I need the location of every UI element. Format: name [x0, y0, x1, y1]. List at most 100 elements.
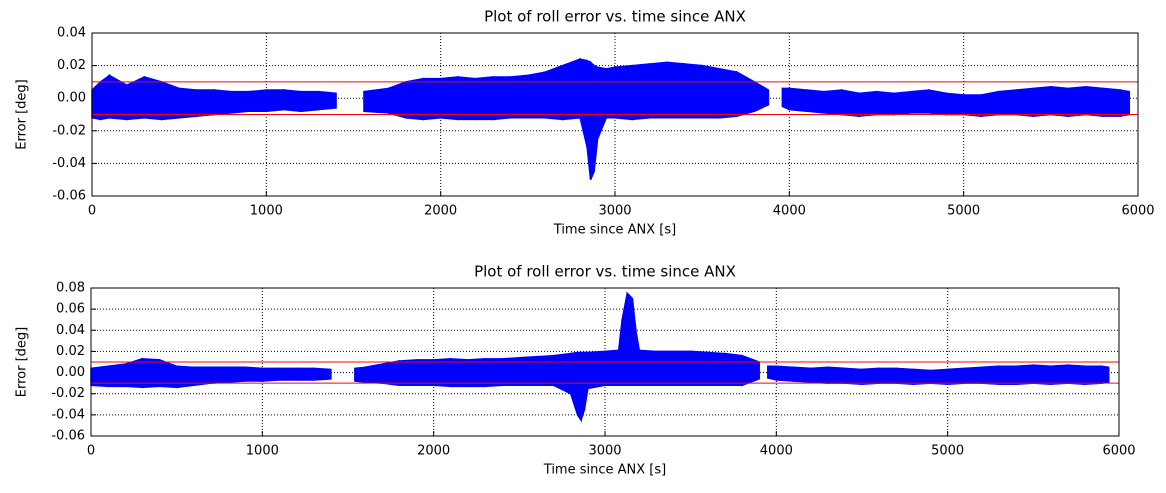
error-band	[432, 358, 452, 388]
error-band	[210, 366, 229, 384]
error-band	[701, 64, 721, 119]
error-band	[175, 365, 195, 389]
error-band	[312, 367, 332, 381]
error-band	[736, 70, 756, 118]
error-band	[981, 365, 1000, 385]
x-tick-label: 4000	[760, 444, 793, 459]
error-band	[823, 89, 843, 116]
error-band	[278, 367, 298, 381]
error-band	[753, 80, 770, 113]
error-band	[689, 350, 709, 387]
error-band	[492, 76, 512, 121]
y-tick-label: 0.06	[56, 302, 85, 317]
y-tick-label: 0.08	[56, 281, 85, 296]
error-band	[605, 66, 616, 119]
x-tick-label: 5000	[947, 204, 980, 219]
error-band	[912, 368, 932, 385]
error-band	[178, 87, 198, 119]
error-band	[1032, 85, 1052, 117]
error-band	[844, 367, 863, 385]
error-band	[741, 354, 760, 387]
error-band	[317, 90, 337, 111]
y-tick-label: -0.04	[51, 407, 85, 422]
error-band	[91, 80, 102, 121]
error-band	[126, 75, 146, 121]
y-tick-label: -0.04	[52, 156, 86, 171]
error-band	[544, 64, 564, 121]
error-band	[683, 63, 703, 119]
x-axis-label: Time since ANX [s]	[543, 463, 666, 478]
x-tick-label: 1000	[250, 204, 283, 219]
error-band	[997, 89, 1017, 116]
error-band	[193, 366, 212, 387]
x-tick-label: 4000	[773, 204, 806, 219]
error-band	[405, 77, 424, 121]
error-band	[261, 367, 281, 382]
error-band	[724, 352, 743, 387]
error-band	[484, 358, 503, 388]
y-tick-label: 0.02	[56, 344, 85, 359]
y-axis-label: Error [deg]	[15, 79, 30, 149]
error-band	[858, 90, 878, 117]
error-band	[672, 350, 692, 387]
error-band	[415, 359, 435, 387]
error-band	[1050, 85, 1070, 117]
error-band	[1102, 87, 1122, 117]
error-band	[248, 89, 268, 112]
error-band	[878, 367, 898, 384]
x-tick-label: 3000	[598, 204, 631, 219]
error-band	[788, 87, 808, 113]
error-band	[160, 80, 180, 121]
error-band	[467, 358, 486, 388]
error-band	[806, 89, 825, 114]
error-band	[826, 366, 846, 384]
error-band	[840, 89, 860, 117]
error-band	[718, 67, 738, 119]
error-band	[945, 92, 965, 116]
chart-title: Plot of roll error vs. time since ANX	[484, 8, 746, 26]
error-band	[195, 89, 215, 117]
error-band	[604, 349, 620, 387]
y-tick-label: -0.02	[51, 386, 85, 401]
error-band	[655, 350, 675, 387]
error-band	[962, 94, 982, 117]
error-band	[143, 76, 163, 121]
error-band	[265, 89, 285, 113]
x-tick-label: 6000	[1121, 204, 1154, 219]
x-tick-label: 0	[87, 444, 95, 459]
error-band	[527, 71, 547, 119]
y-tick-label: -0.06	[52, 189, 86, 204]
error-band	[980, 90, 1000, 117]
error-band	[1084, 85, 1104, 117]
error-band	[1032, 364, 1052, 385]
error-band	[875, 90, 895, 116]
error-band	[649, 61, 669, 119]
error-band	[1049, 364, 1069, 385]
error-band	[1083, 365, 1103, 385]
y-tick-label: 0.00	[56, 365, 85, 380]
error-band	[1101, 365, 1110, 385]
error-band	[213, 89, 233, 116]
x-tick-label: 5000	[931, 444, 964, 459]
error-band	[552, 352, 572, 395]
error-band	[861, 367, 880, 385]
y-axis-label: Error [deg]	[15, 327, 30, 397]
y-tick-label: 0.00	[57, 91, 86, 106]
error-band	[910, 89, 930, 114]
x-tick-label: 2000	[424, 204, 457, 219]
y-tick-label: 0.02	[57, 58, 86, 73]
error-band	[354, 366, 366, 383]
x-tick-label: 6000	[1102, 444, 1135, 459]
error-band	[283, 89, 302, 113]
error-band	[614, 64, 634, 121]
x-tick-label: 3000	[588, 444, 621, 459]
x-axis-label: Time since ANX [s]	[553, 223, 676, 238]
error-band	[1015, 87, 1035, 117]
error-band	[638, 349, 658, 387]
error-band	[227, 366, 246, 383]
error-band	[621, 293, 629, 387]
error-band	[893, 90, 913, 116]
error-band	[596, 66, 608, 140]
x-tick-label: 2000	[417, 444, 450, 459]
